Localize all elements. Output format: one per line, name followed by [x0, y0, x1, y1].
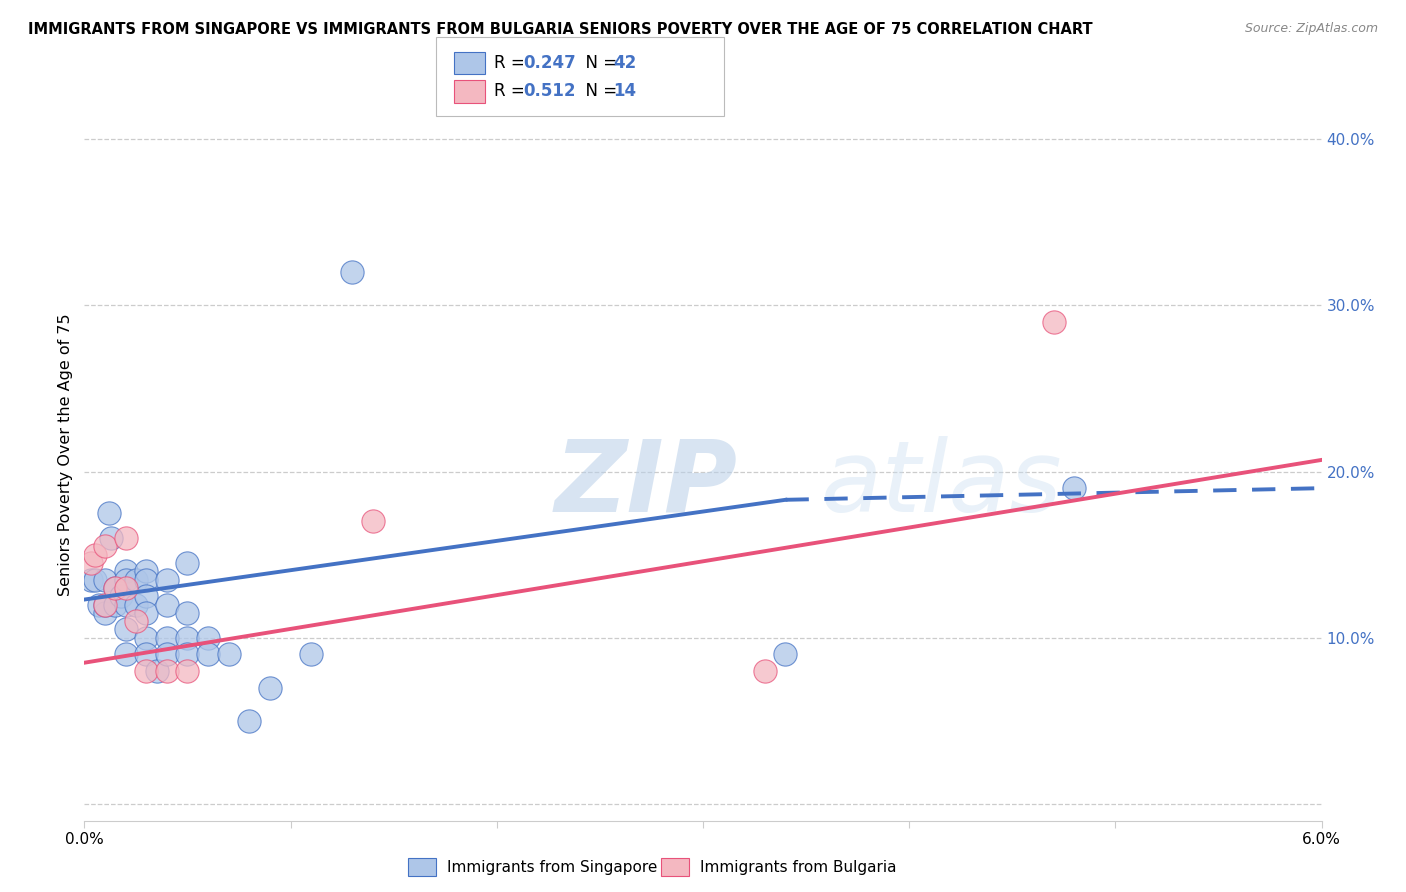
Text: IMMIGRANTS FROM SINGAPORE VS IMMIGRANTS FROM BULGARIA SENIORS POVERTY OVER THE A: IMMIGRANTS FROM SINGAPORE VS IMMIGRANTS … [28, 22, 1092, 37]
Point [135, 589, 157, 603]
Point [176, 648, 198, 662]
Point [135, 606, 157, 620]
Point [238, 714, 260, 728]
Point [361, 515, 384, 529]
Point [104, 581, 127, 595]
Point [104, 581, 127, 595]
Point [156, 664, 179, 678]
Text: 14: 14 [613, 82, 636, 101]
Text: R =: R = [494, 82, 530, 101]
Point [100, 531, 122, 545]
Point [156, 573, 179, 587]
Text: N =: N = [575, 54, 623, 72]
Text: R =: R = [494, 54, 530, 72]
Point [94, 598, 117, 612]
Point [94, 606, 117, 620]
Point [98, 506, 121, 520]
Point [110, 589, 132, 603]
Point [83, 548, 105, 562]
Text: N =: N = [575, 82, 623, 101]
Point [114, 581, 136, 595]
Point [94, 539, 117, 553]
Point [1042, 315, 1064, 329]
Point [83, 573, 105, 587]
Point [176, 606, 198, 620]
Point [135, 631, 157, 645]
Point [114, 564, 136, 578]
Point [299, 648, 322, 662]
Point [342, 265, 364, 279]
Point [114, 623, 136, 637]
Point [176, 556, 198, 570]
Point [94, 573, 117, 587]
Point [259, 681, 281, 695]
Point [87, 598, 110, 612]
Text: ZIP: ZIP [554, 435, 738, 533]
Text: 0.247: 0.247 [523, 54, 576, 72]
Text: 42: 42 [613, 54, 637, 72]
Point [197, 648, 219, 662]
Point [176, 631, 198, 645]
Point [145, 664, 167, 678]
Point [79, 556, 101, 570]
Point [125, 598, 148, 612]
Text: atlas: atlas [821, 435, 1062, 533]
Point [1063, 481, 1085, 495]
Point [135, 664, 157, 678]
Point [135, 648, 157, 662]
Point [135, 573, 157, 587]
Point [114, 598, 136, 612]
Point [156, 598, 179, 612]
Point [754, 664, 776, 678]
Point [156, 631, 179, 645]
Point [114, 648, 136, 662]
Text: Immigrants from Singapore: Immigrants from Singapore [447, 860, 658, 874]
Y-axis label: Seniors Poverty Over the Age of 75: Seniors Poverty Over the Age of 75 [58, 314, 73, 596]
Point [79, 573, 101, 587]
Text: 0.512: 0.512 [523, 82, 575, 101]
Point [94, 598, 117, 612]
Point [114, 531, 136, 545]
Text: Source: ZipAtlas.com: Source: ZipAtlas.com [1244, 22, 1378, 36]
Point [125, 614, 148, 628]
Point [104, 598, 127, 612]
Text: Immigrants from Bulgaria: Immigrants from Bulgaria [700, 860, 897, 874]
Point [218, 648, 240, 662]
Point [775, 648, 797, 662]
Point [114, 573, 136, 587]
Point [125, 573, 148, 587]
Point [135, 564, 157, 578]
Point [176, 664, 198, 678]
Point [156, 648, 179, 662]
Point [197, 631, 219, 645]
